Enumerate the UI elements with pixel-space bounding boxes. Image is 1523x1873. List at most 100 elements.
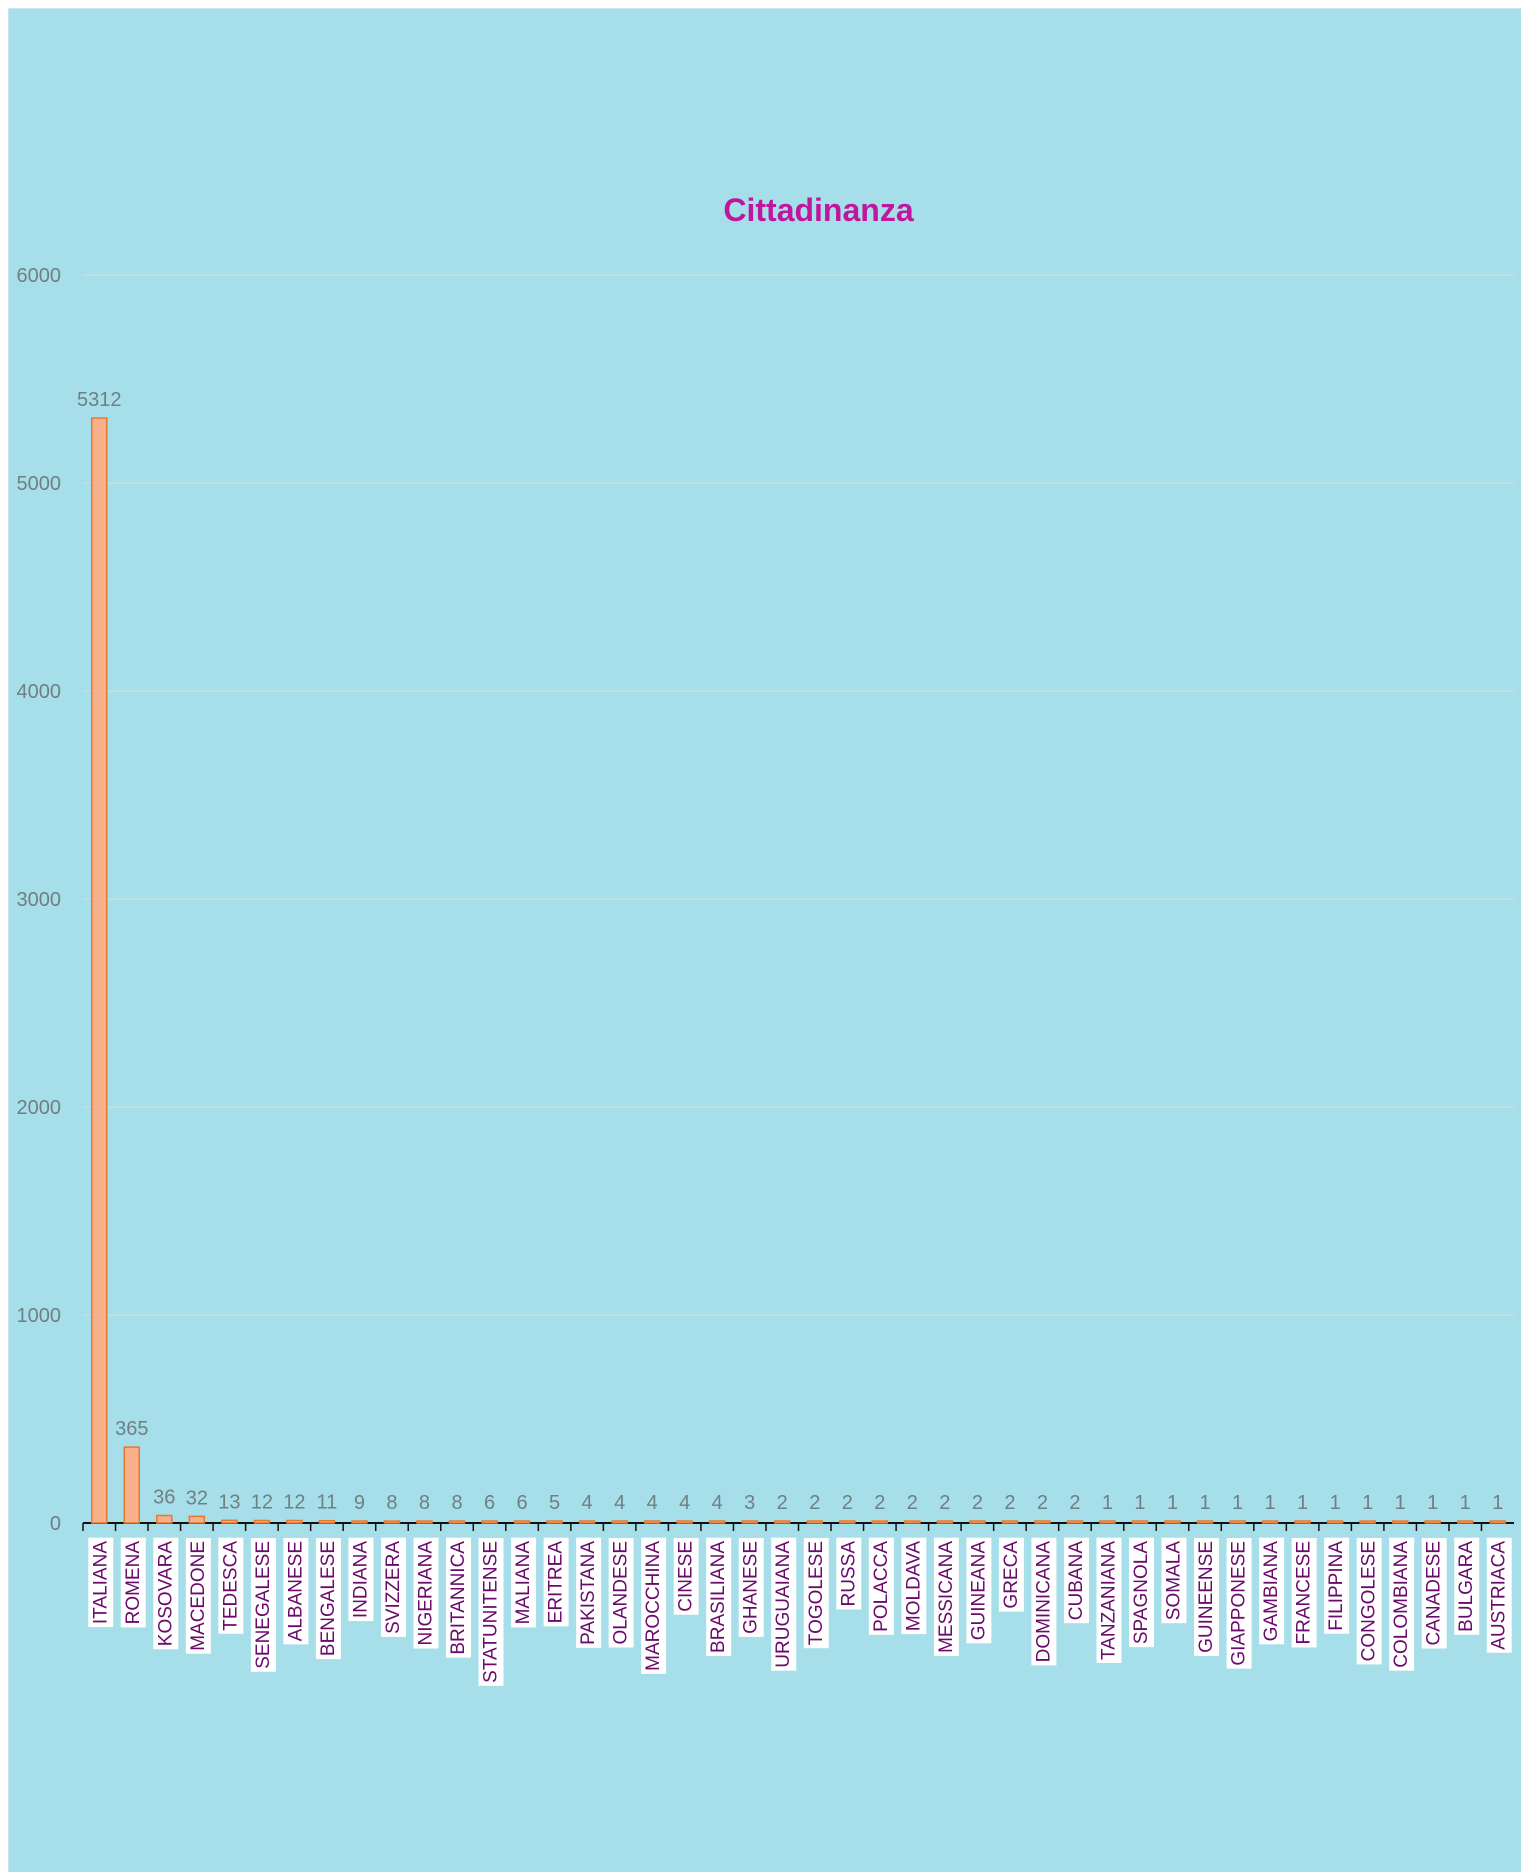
bar: [1164, 1520, 1181, 1524]
category-label: GAMBIANA: [1259, 1537, 1285, 1645]
category-label-box: [1194, 1538, 1220, 1656]
category-label: ALBANESE: [283, 1538, 309, 1645]
y-tick-label: 1000: [17, 1305, 62, 1327]
category-label-box: [1356, 1538, 1382, 1665]
data-label: 5312: [77, 389, 122, 411]
category-label: ERITREA: [543, 1537, 569, 1627]
category-label-box: [1031, 1537, 1057, 1666]
category-label-text: TANZANIANA: [1098, 1541, 1119, 1660]
data-label: 1: [1199, 1492, 1210, 1514]
category-label-box: [88, 1537, 114, 1628]
category-label-box: [1063, 1537, 1089, 1624]
category-label: PAKISTANA: [576, 1537, 602, 1648]
category-label-text: ITALIANA: [90, 1541, 111, 1624]
bar: [416, 1520, 433, 1524]
data-label: 1: [1362, 1492, 1373, 1514]
data-label: 1: [1167, 1492, 1178, 1514]
category-label: COLOMBIANA: [1389, 1537, 1415, 1671]
data-label: 4: [614, 1492, 625, 1514]
bar: [1229, 1520, 1246, 1524]
data-label: 1: [1492, 1492, 1503, 1514]
bar: [188, 1515, 206, 1524]
category-label-text: CINESE: [676, 1541, 697, 1612]
category-label-box: [1291, 1538, 1317, 1648]
category-label-box: [153, 1537, 179, 1650]
bar: [936, 1520, 954, 1524]
y-tick-label: 2000: [17, 1097, 62, 1119]
data-label: 13: [218, 1491, 240, 1513]
category-label-text: COLOMBIANA: [1391, 1541, 1412, 1668]
chart-area: Cittadinanza 0 1000 2000 3000 4000 5000 6000 531…: [8, 8, 1521, 1872]
bar: [1489, 1520, 1506, 1524]
data-label: 1: [1395, 1492, 1406, 1514]
data-label: 2: [1004, 1492, 1015, 1514]
category-label-text: AUSTRIACA: [1489, 1541, 1510, 1650]
bar: [1099, 1520, 1116, 1524]
category-label: CINESE: [673, 1538, 699, 1615]
category-label-text: ROMENA: [123, 1541, 144, 1625]
data-label: 1: [1460, 1492, 1471, 1514]
category-label-text: SOMALA: [1164, 1541, 1185, 1621]
category-label-box: [868, 1537, 894, 1635]
bar: [286, 1519, 303, 1524]
category-label: KOSOVARA: [153, 1537, 179, 1650]
category-label-box: [803, 1538, 829, 1649]
chart-title: Cittadinanza: [723, 192, 913, 228]
category-label-text: POLACCA: [871, 1541, 892, 1632]
category-label: TOGOLESE: [803, 1538, 829, 1649]
category-label: CUBANA: [1063, 1537, 1089, 1624]
bar: [611, 1520, 628, 1524]
category-label-text: NIGERIANA: [415, 1541, 436, 1646]
category-label: NIGERIANA: [413, 1537, 439, 1649]
category-label-box: [1389, 1537, 1415, 1671]
data-label: 4: [582, 1492, 593, 1514]
category-label: TANZANIANA: [1096, 1537, 1122, 1663]
category-label: MOLDAVA: [901, 1537, 927, 1635]
category-label-text: TEDESCA: [220, 1541, 241, 1631]
y-tick-label: 0: [50, 1513, 61, 1535]
bar: [1294, 1520, 1311, 1524]
category-label-box: [543, 1537, 569, 1627]
category-label: FILIPPINA: [1324, 1537, 1350, 1634]
bar: [904, 1520, 921, 1524]
y-tick-label: 4000: [17, 681, 62, 703]
category-label: BRASILIANA: [706, 1537, 732, 1656]
data-label: 2: [972, 1492, 983, 1514]
category-label: RUSSA: [836, 1537, 862, 1610]
category-label-text: OLANDESE: [611, 1541, 632, 1644]
category-label: POLACCA: [868, 1537, 894, 1635]
category-label-box: [511, 1537, 537, 1628]
category-label-box: [120, 1537, 146, 1628]
bar: [1424, 1520, 1441, 1524]
category-label-text: CONGOLESE: [1359, 1541, 1380, 1661]
bar: [839, 1520, 856, 1524]
data-label: 2: [874, 1492, 885, 1514]
category-label-box: [185, 1538, 211, 1654]
data-label: 2: [939, 1492, 950, 1514]
bar: [806, 1520, 824, 1524]
category-label-text: INDIANA: [350, 1541, 371, 1618]
category-label-text: GUINEENSE: [1196, 1541, 1217, 1653]
category-label: ITALIANA: [88, 1537, 114, 1628]
category-label-text: GIAPPONESE: [1229, 1541, 1250, 1666]
data-label: 1: [1102, 1492, 1113, 1514]
category-label-text: GUINEANA: [968, 1541, 989, 1641]
category-label-box: [1421, 1538, 1447, 1649]
category-label: CONGOLESE: [1356, 1538, 1382, 1665]
bar-chart: Cittadinanza0100020003000400050006000531…: [17, 192, 1514, 1686]
bar: [123, 1446, 141, 1524]
bar: [676, 1520, 693, 1524]
category-label-text: ERITREA: [546, 1541, 567, 1624]
category-label-box: [966, 1537, 992, 1644]
category-label: GHANESE: [738, 1538, 764, 1637]
category-label-text: URUGUAIANA: [773, 1541, 794, 1668]
y-tick-label: 5000: [17, 473, 62, 495]
data-label: 8: [386, 1492, 397, 1514]
category-label: AUSTRIACA: [1486, 1537, 1512, 1653]
bar: [156, 1514, 173, 1524]
category-label-box: [738, 1538, 764, 1637]
bar: [1001, 1520, 1019, 1524]
category-label-box: [641, 1537, 667, 1674]
category-label: INDIANA: [348, 1537, 374, 1622]
category-label-text: GAMBIANA: [1261, 1541, 1282, 1642]
